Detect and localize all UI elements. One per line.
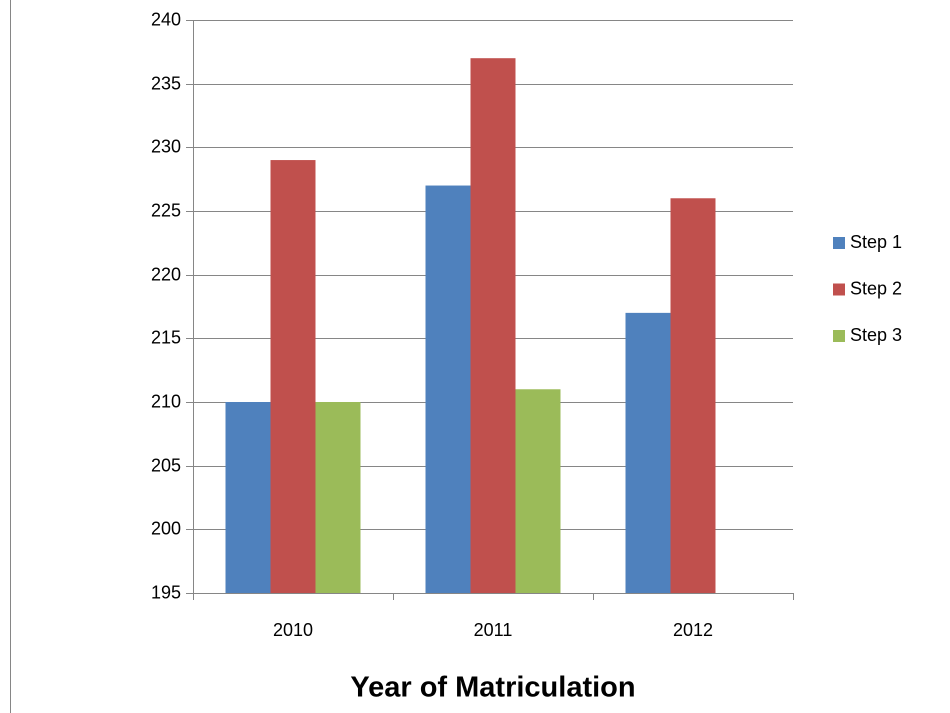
y-tick-label: 215 <box>151 327 181 347</box>
bar <box>270 160 316 594</box>
y-tick-label: 235 <box>151 73 181 93</box>
y-tick-label: 220 <box>151 264 181 284</box>
bar <box>470 58 516 593</box>
y-tick-label: 240 <box>151 9 181 29</box>
x-tick-label: 2011 <box>474 620 513 640</box>
bar <box>625 312 671 593</box>
legend-swatch <box>833 237 845 249</box>
y-tick-label: 195 <box>151 582 181 602</box>
legend-label: Step 1 <box>850 232 902 252</box>
x-tick-label: 2010 <box>273 620 313 640</box>
y-tick-label: 210 <box>151 391 181 411</box>
legend-label: Step 3 <box>850 325 902 345</box>
x-tick-label: 2012 <box>673 620 713 640</box>
legend-swatch <box>833 330 845 342</box>
y-tick-label: 200 <box>151 518 181 538</box>
y-tick-label: 225 <box>151 200 181 220</box>
bar <box>515 389 561 593</box>
bar <box>670 198 716 593</box>
legend-swatch <box>833 283 845 296</box>
bar <box>225 402 271 593</box>
y-tick-label: 205 <box>151 455 181 475</box>
y-tick-label: 230 <box>151 136 181 156</box>
bar <box>425 185 471 594</box>
legend-label: Step 2 <box>850 278 902 298</box>
bar <box>315 402 361 593</box>
x-axis-title: Year of Matriculation <box>350 672 635 704</box>
